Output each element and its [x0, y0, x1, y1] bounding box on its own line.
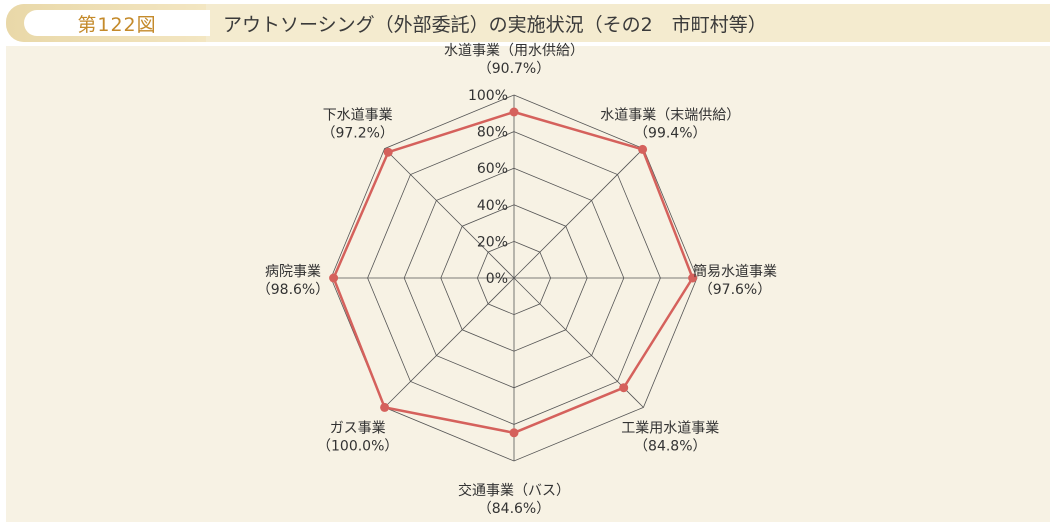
tick-label: 80% [477, 125, 508, 141]
category-value: （98.6%） [257, 282, 329, 298]
category-name: 病院事業 [265, 264, 321, 280]
figure-number: 第122図 [24, 10, 210, 36]
category-label: 水道事業（用水供給） （90.7%） [444, 43, 584, 77]
category-value: （90.7%） [478, 61, 550, 77]
category-name: 水道事業（末端供給） [600, 108, 740, 124]
category-name: ガス事業 [330, 420, 386, 436]
category-name: 水道事業（用水供給） [444, 43, 584, 59]
category-label: 下水道事業 （97.2%） [321, 108, 393, 142]
category-label: ガス事業 （100.0%） [317, 420, 398, 454]
category-value: （84.6%） [478, 501, 550, 517]
tick-label: 100% [468, 88, 508, 104]
tick-label: 40% [477, 198, 508, 214]
category-name: 簡易水道事業 [693, 264, 777, 280]
data-point [638, 144, 648, 154]
grid-spoke [384, 148, 515, 279]
category-label: 簡易水道事業 （97.6%） [693, 264, 777, 298]
category-label: 交通事業（バス） （84.6%） [458, 482, 570, 517]
category-value: （97.6%） [699, 282, 771, 298]
category-value: （100.0%） [317, 438, 398, 454]
grid-spoke [384, 277, 515, 408]
data-point [509, 428, 519, 438]
category-value: （99.4%） [634, 126, 706, 142]
category-name: 交通事業（バス） [458, 482, 570, 499]
data-point [380, 402, 390, 412]
chart-panel [6, 46, 1050, 522]
data-point [688, 273, 698, 283]
category-label: 工業用水道事業 （84.8%） [621, 420, 719, 454]
tick-label: 0% [486, 271, 508, 287]
data-point [509, 107, 519, 117]
figure-number-tab: 第122図 [6, 4, 210, 42]
radar-tick-labels: 0% 20% 40% 60% 80% 100% [468, 88, 508, 287]
grid-spoke [513, 148, 644, 279]
tick-label: 20% [477, 234, 508, 250]
radar-series [329, 107, 698, 438]
category-label: 水道事業（末端供給） （99.4%） [600, 108, 740, 142]
series-line [332, 110, 694, 435]
data-point [329, 273, 339, 283]
data-point [619, 383, 629, 393]
category-label: 病院事業 （98.6%） [257, 264, 329, 298]
category-name: 下水道事業 [323, 108, 393, 124]
category-value: （97.2%） [321, 126, 393, 142]
data-point [383, 147, 393, 157]
radar-category-labels: 水道事業（用水供給） （90.7%） 水道事業（末端供給） （99.4%） 簡易水道事業… [257, 43, 777, 517]
category-value: （84.8%） [634, 438, 706, 454]
figure-title: アウトソーシング（外部委託）の実施状況（その2 市町村等） [223, 14, 767, 36]
tick-label: 60% [477, 161, 508, 177]
category-name: 工業用水道事業 [621, 420, 719, 436]
